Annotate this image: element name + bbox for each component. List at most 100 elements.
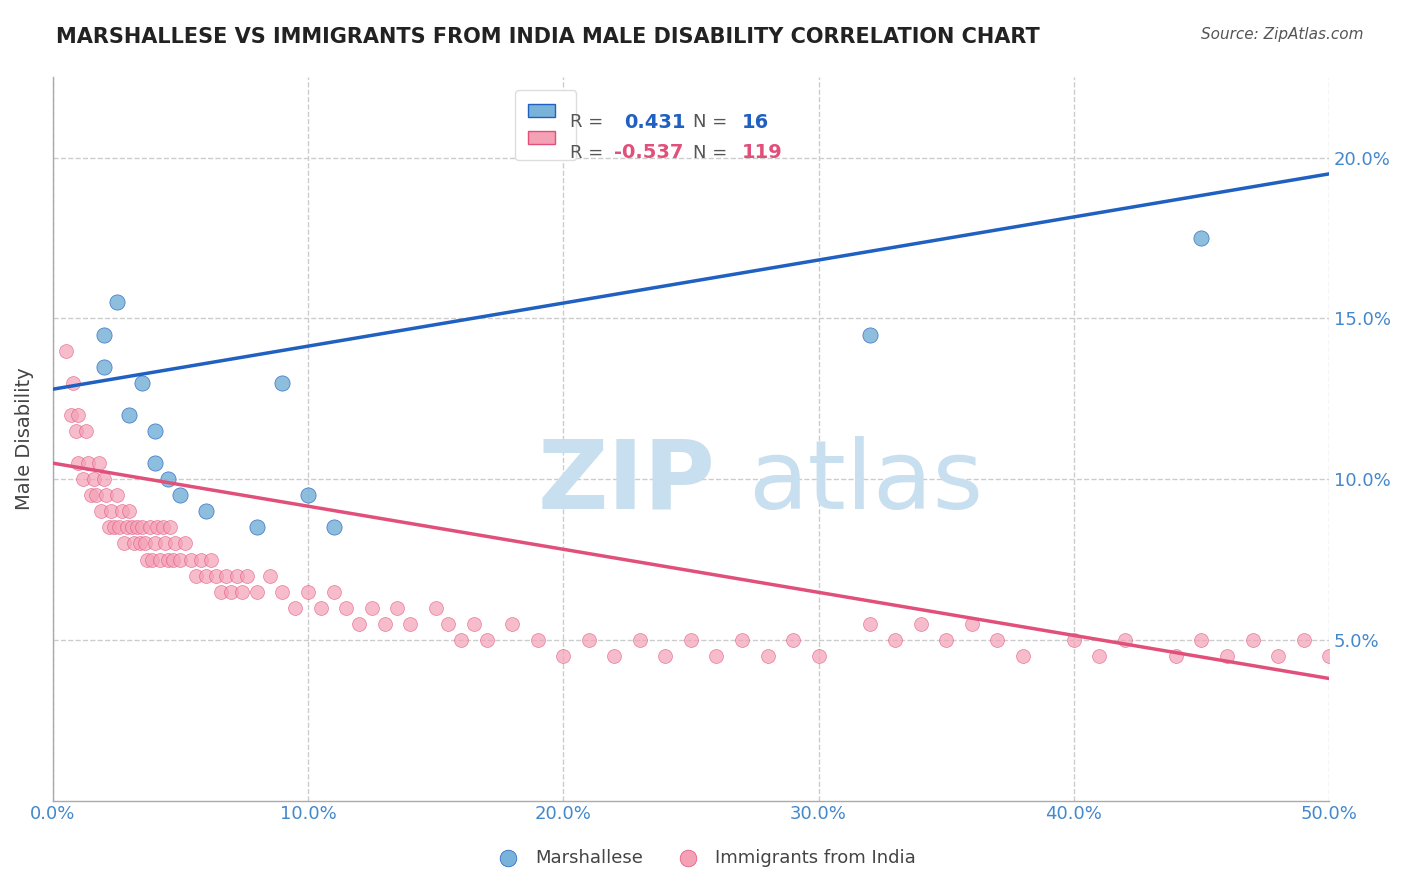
Point — [134, 536, 156, 550]
Point — [194, 504, 217, 518]
Point — [125, 520, 148, 534]
Point — [910, 616, 932, 631]
Point — [463, 616, 485, 631]
Point — [97, 520, 120, 534]
Point — [347, 616, 370, 631]
Point — [1011, 648, 1033, 663]
Point — [72, 472, 94, 486]
Point — [756, 648, 779, 663]
Point — [84, 488, 107, 502]
Point — [105, 295, 128, 310]
Point — [628, 632, 651, 647]
Point — [986, 632, 1008, 647]
Point — [1343, 632, 1365, 647]
Point — [603, 648, 626, 663]
Point — [156, 552, 179, 566]
Point — [200, 552, 222, 566]
Point — [67, 408, 90, 422]
Point — [93, 359, 115, 374]
Point — [360, 600, 382, 615]
Point — [205, 568, 228, 582]
Point — [221, 584, 243, 599]
Point — [1216, 648, 1239, 663]
Point — [1114, 632, 1136, 647]
Y-axis label: Male Disability: Male Disability — [15, 368, 34, 510]
Text: MARSHALLESE VS IMMIGRANTS FROM INDIA MALE DISABILITY CORRELATION CHART: MARSHALLESE VS IMMIGRANTS FROM INDIA MAL… — [56, 27, 1040, 46]
Point — [77, 456, 100, 470]
Point — [190, 552, 212, 566]
Legend: , : , — [515, 90, 576, 161]
Point — [387, 600, 409, 615]
Legend: Marshallese, Immigrants from India: Marshallese, Immigrants from India — [482, 842, 924, 874]
Point — [501, 616, 523, 631]
Point — [322, 584, 344, 599]
Text: R =: R = — [569, 113, 603, 131]
Point — [526, 632, 548, 647]
Point — [139, 520, 162, 534]
Point — [437, 616, 460, 631]
Point — [90, 504, 112, 518]
Point — [246, 584, 269, 599]
Point — [62, 376, 84, 390]
Point — [149, 552, 172, 566]
Point — [807, 648, 830, 663]
Point — [194, 568, 217, 582]
Point — [1063, 632, 1085, 647]
Point — [475, 632, 498, 647]
Point — [162, 552, 184, 566]
Point — [143, 536, 166, 550]
Point — [654, 648, 676, 663]
Point — [67, 456, 90, 470]
Point — [297, 584, 319, 599]
Point — [309, 600, 332, 615]
Point — [1241, 632, 1264, 647]
Point — [859, 616, 882, 631]
Point — [136, 552, 159, 566]
Point — [1395, 665, 1406, 679]
Point — [679, 632, 702, 647]
Point — [124, 536, 146, 550]
Point — [425, 600, 447, 615]
Point — [960, 616, 983, 631]
Point — [128, 536, 150, 550]
Point — [731, 632, 754, 647]
Text: N =: N = — [693, 144, 728, 161]
Point — [553, 648, 575, 663]
Point — [159, 520, 181, 534]
Point — [231, 584, 253, 599]
Text: -0.537: -0.537 — [614, 143, 683, 162]
Point — [236, 568, 259, 582]
Point — [121, 520, 143, 534]
Point — [55, 343, 77, 358]
Point — [1164, 648, 1187, 663]
Point — [271, 584, 294, 599]
Point — [80, 488, 103, 502]
Point — [1317, 648, 1340, 663]
Point — [209, 584, 232, 599]
Point — [1191, 632, 1213, 647]
Point — [141, 552, 163, 566]
Point — [782, 632, 804, 647]
Point — [578, 632, 600, 647]
Point — [118, 504, 141, 518]
Point — [115, 520, 138, 534]
Point — [165, 536, 187, 550]
Point — [108, 520, 131, 534]
Point — [399, 616, 422, 631]
Text: 16: 16 — [742, 112, 769, 132]
Point — [118, 408, 141, 422]
Point — [146, 520, 169, 534]
Point — [169, 488, 191, 502]
Point — [93, 327, 115, 342]
Point — [284, 600, 307, 615]
Point — [65, 424, 87, 438]
Point — [1267, 648, 1289, 663]
Text: ZIP: ZIP — [537, 436, 716, 529]
Point — [1191, 231, 1213, 245]
Point — [153, 536, 176, 550]
Point — [103, 520, 125, 534]
Point — [156, 472, 179, 486]
Point — [112, 536, 135, 550]
Text: Source: ZipAtlas.com: Source: ZipAtlas.com — [1201, 27, 1364, 42]
Point — [174, 536, 197, 550]
